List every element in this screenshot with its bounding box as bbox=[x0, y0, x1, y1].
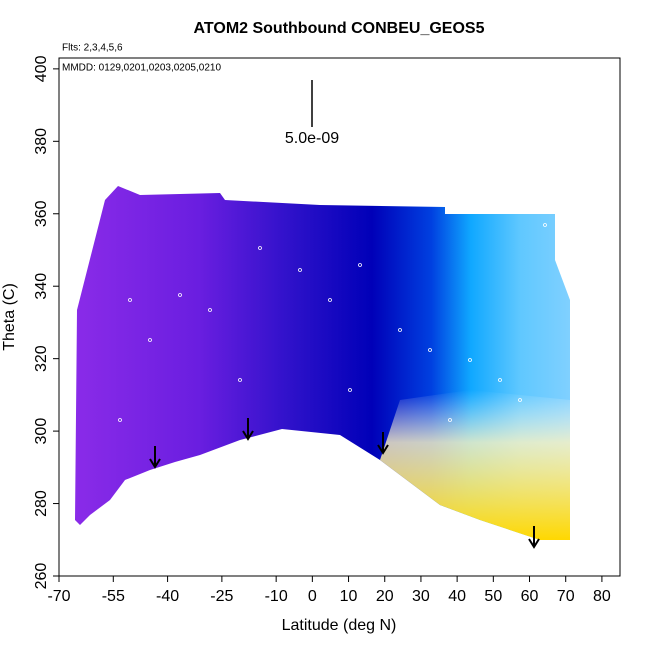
x-tick-label: -25 bbox=[210, 588, 233, 605]
x-tick-label: 0 bbox=[308, 588, 317, 605]
x-tick-label: 40 bbox=[448, 588, 466, 605]
annotation: Flts: 2,3,4,5,6 bbox=[62, 43, 123, 54]
y-tick-label: 380 bbox=[33, 128, 50, 155]
x-tick-label: 30 bbox=[412, 588, 430, 605]
y-tick-label: 260 bbox=[33, 563, 50, 590]
arrows bbox=[149, 418, 540, 549]
x-tick-label: -10 bbox=[265, 588, 288, 605]
plot-frame bbox=[58, 57, 621, 577]
x-tick-label: 60 bbox=[521, 588, 539, 605]
x-tick-label: 50 bbox=[484, 588, 502, 605]
y-axis-label: Theta (C) bbox=[1, 283, 18, 351]
x-tick-label: 10 bbox=[340, 588, 358, 605]
y-tick-label: 360 bbox=[33, 200, 50, 227]
y-tick-label: 320 bbox=[33, 345, 50, 372]
x-tick-label: 80 bbox=[593, 588, 611, 605]
scale-label: 5.0e-09 bbox=[285, 130, 339, 147]
x-tick-label: 70 bbox=[557, 588, 575, 605]
y-tick-label: 300 bbox=[33, 418, 50, 445]
x-tick-label: -40 bbox=[156, 588, 179, 605]
x-axis-label: Latitude (deg N) bbox=[282, 617, 397, 634]
y-tick-label: 340 bbox=[33, 273, 50, 300]
y-tick-label: 280 bbox=[33, 490, 50, 517]
flight-points bbox=[118, 223, 547, 422]
x-tick-label: -70 bbox=[47, 588, 70, 605]
x-tick-label: 20 bbox=[376, 588, 394, 605]
chart-title: ATOM2 Southbound CONBEU_GEOS5 bbox=[194, 20, 485, 37]
x-tick-label: -55 bbox=[102, 588, 125, 605]
annotation: MMDD: 0129,0201,0203,0205,0210 bbox=[62, 63, 221, 74]
data-field-high bbox=[380, 390, 570, 540]
y-tick-label: 400 bbox=[33, 55, 50, 82]
